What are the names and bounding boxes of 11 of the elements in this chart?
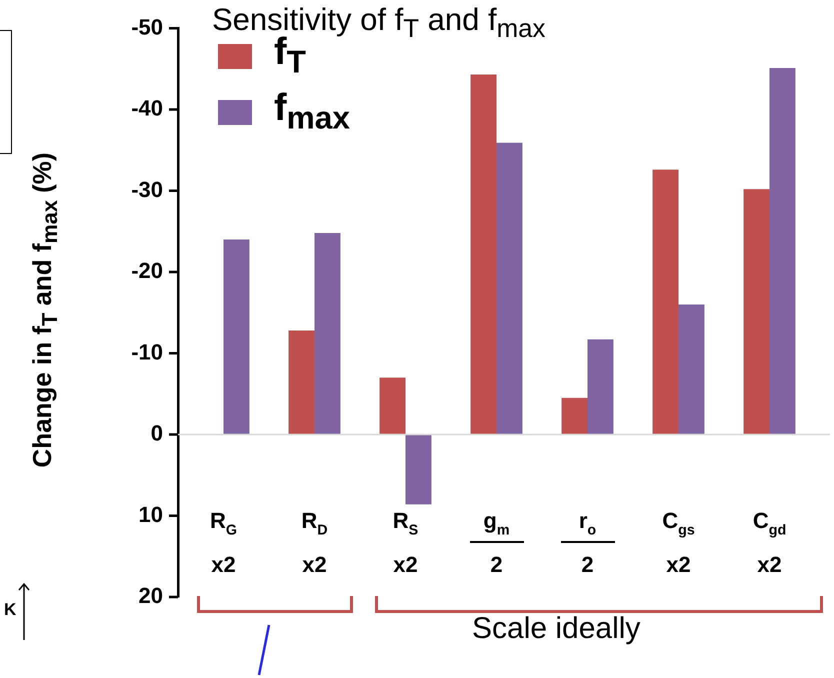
y-tick-label: -40 <box>131 96 163 121</box>
y-tick-label: 0 <box>150 420 163 446</box>
y-tick-label: -30 <box>131 176 163 202</box>
y-tick-label: -10 <box>131 339 163 364</box>
y-tick-label: 20 <box>138 583 163 608</box>
legend-label: f$_{max}$ <box>274 87 350 137</box>
text: K <box>4 600 16 620</box>
y-tick-label: -20 <box>131 258 163 284</box>
y-tick-label: 10 <box>138 502 163 527</box>
y-tick-label: -50 <box>131 14 163 40</box>
text: Scale ideally <box>472 612 640 646</box>
